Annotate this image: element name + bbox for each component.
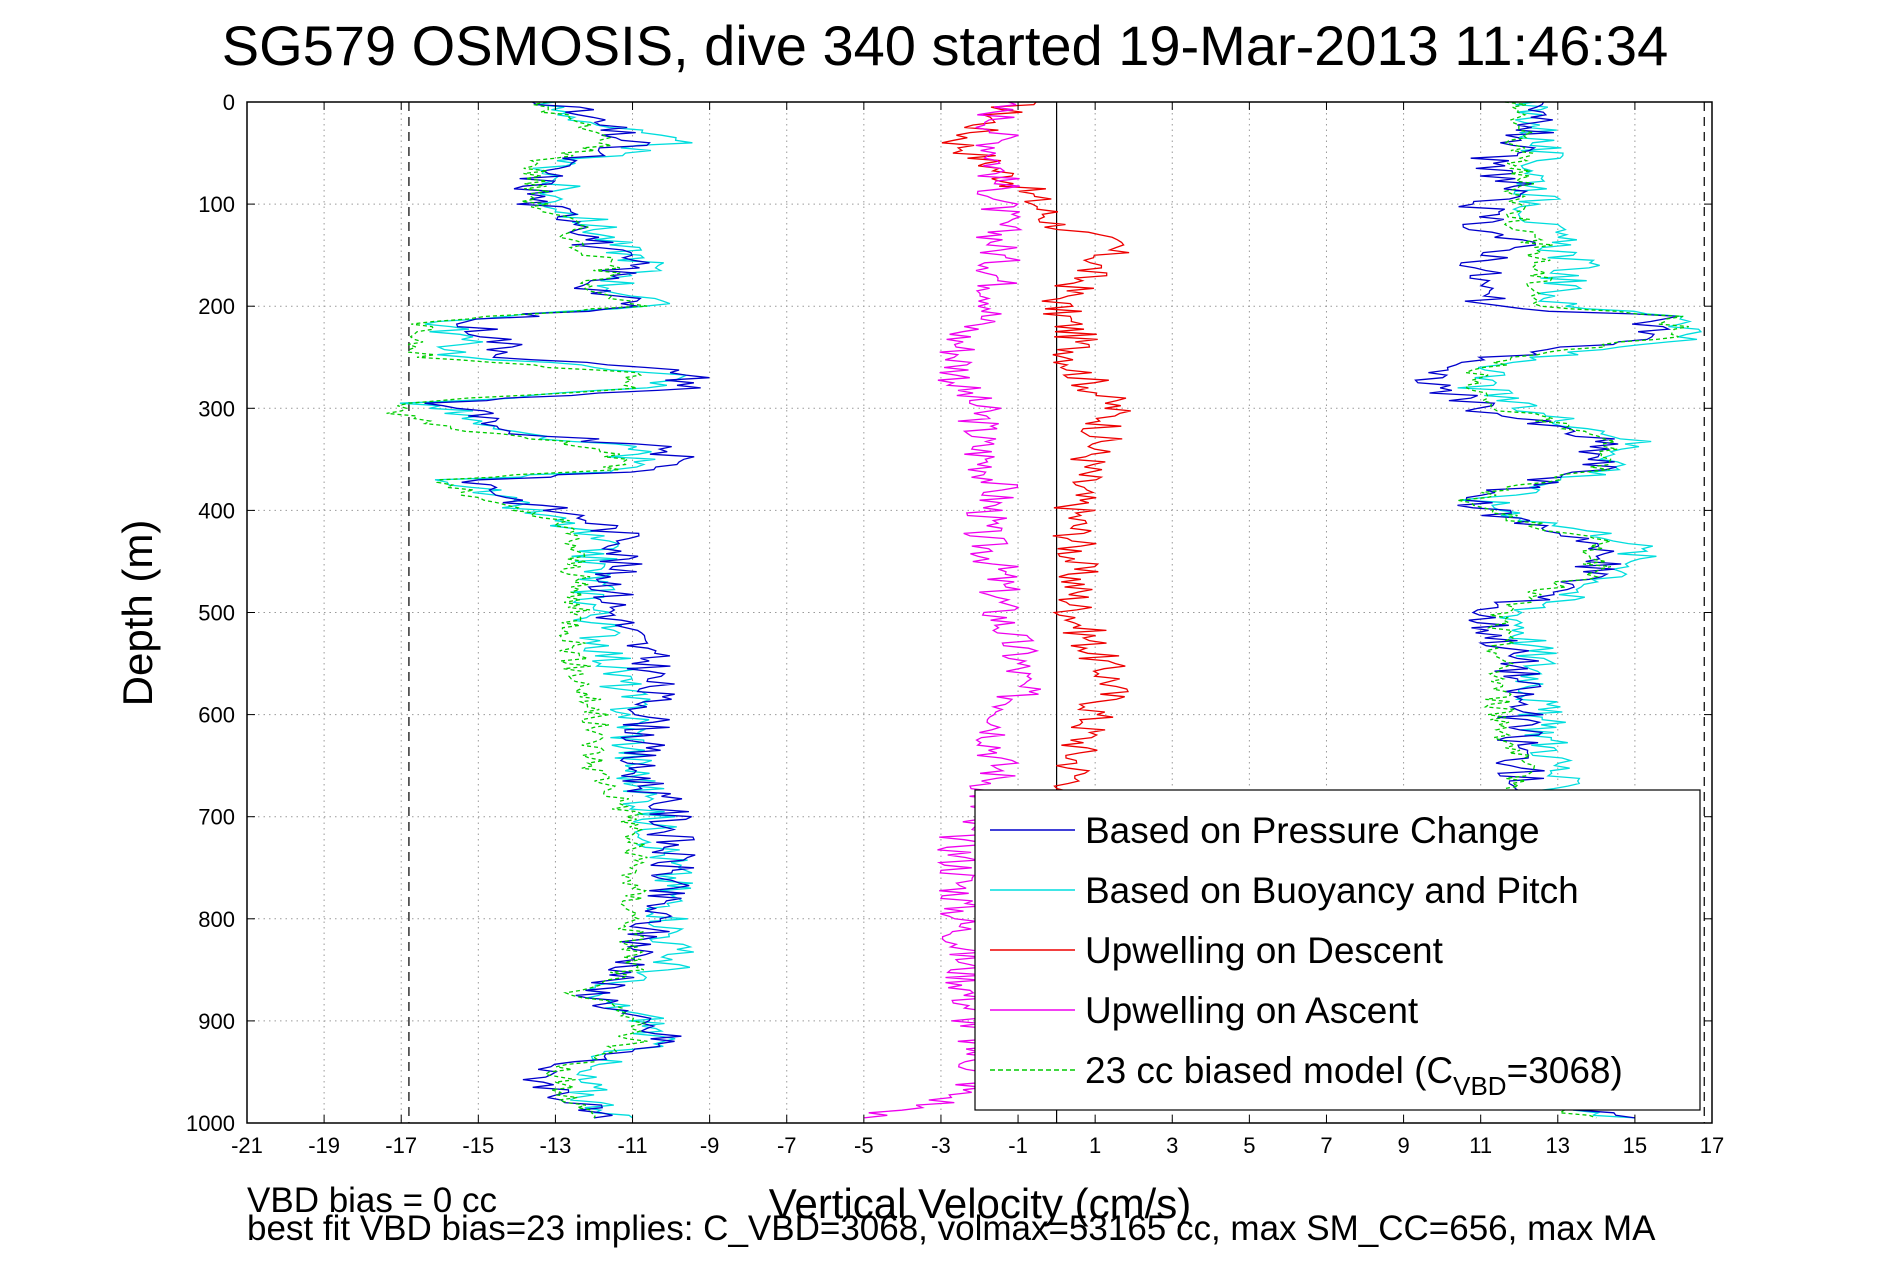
series-based-on-pressure-change-descent — [424, 101, 710, 1119]
legend-entry-text: Upwelling on Descent — [1085, 930, 1444, 971]
series-upwelling-on-ascent-trace — [863, 101, 1042, 1119]
y-tick-label: 700 — [198, 805, 235, 830]
x-tick-label: -7 — [777, 1133, 797, 1158]
vbd-bias-note: VBD bias = 0 cc — [247, 1181, 497, 1220]
x-tick-label: -15 — [462, 1133, 494, 1158]
legend-entry-label: Upwelling on Descent — [1085, 930, 1444, 971]
x-tick-label: -17 — [385, 1133, 417, 1158]
y-tick-label: 600 — [198, 703, 235, 728]
y-tick-label: 400 — [198, 498, 235, 523]
x-tick-label: 15 — [1623, 1133, 1647, 1158]
x-tick-label: 11 — [1469, 1133, 1492, 1158]
y-tick-label: 900 — [198, 1009, 235, 1034]
x-tick-label: 3 — [1166, 1133, 1178, 1158]
x-tick-label: -21 — [231, 1133, 263, 1158]
legend-entry-suffix: =3068) — [1507, 1050, 1623, 1091]
series-upwelling-on-descent-trace — [941, 101, 1131, 797]
legend-entry-text: 23 cc biased model (C — [1085, 1050, 1453, 1091]
legend-entry-label: Based on Pressure Change — [1085, 810, 1540, 851]
y-tick-label: 300 — [198, 396, 235, 421]
x-tick-label: 17 — [1700, 1133, 1724, 1158]
y-tick-label: 500 — [198, 601, 235, 626]
y-tick-label: 0 — [223, 90, 235, 115]
x-tick-label: 1 — [1089, 1133, 1101, 1158]
legend-entry-text: Based on Pressure Change — [1085, 810, 1540, 851]
chart-title: SG579 OSMOSIS, dive 340 started 19-Mar-2… — [222, 14, 1668, 77]
legend-entry-text: Upwelling on Ascent — [1085, 990, 1419, 1031]
x-tick-label: -5 — [854, 1133, 874, 1158]
y-tick-label: 1000 — [186, 1111, 235, 1136]
series-23-cc-biased-model-c-vbd-3068-ascent — [1457, 101, 1689, 1119]
x-axis-label: Vertical Velocity (cm/s) — [769, 1180, 1191, 1227]
y-tick-label: 200 — [198, 294, 235, 319]
x-tick-label: 5 — [1243, 1133, 1255, 1158]
x-tick-label: 7 — [1320, 1133, 1332, 1158]
x-tick-label: -9 — [700, 1133, 720, 1158]
legend-entry-text: Based on Buoyancy and Pitch — [1085, 870, 1579, 911]
series-based-on-buoyancy-and-pitch-descent — [399, 101, 694, 1119]
legend-entry-label: 23 cc biased model (CVBD=3068) — [1085, 1050, 1623, 1101]
x-tick-label: -11 — [617, 1133, 647, 1158]
best-fit-note: best fit VBD bias=23 implies: C_VBD=3068… — [247, 1209, 1656, 1248]
axis-ticks: -21 -19 -17 -15 -13 -11 -9 -7 -5 -3 -1 1 3 5 7 9 11 13 15 1… — [186, 90, 1724, 1158]
legend-entry-subscript: VBD — [1453, 1071, 1506, 1101]
x-tick-label: 9 — [1397, 1133, 1409, 1158]
y-tick-label: 800 — [198, 907, 235, 932]
y-tick-label: 100 — [198, 192, 235, 217]
legend-entry-label: Upwelling on Ascent — [1085, 990, 1419, 1031]
x-tick-label: -13 — [540, 1133, 572, 1158]
legend-entry-label: Based on Buoyancy and Pitch — [1085, 870, 1579, 911]
x-tick-label: -3 — [931, 1133, 951, 1158]
legend-box — [974, 789, 1701, 1111]
legend: Based on Pressure Change Based on Buoyanc… — [974, 789, 1701, 1111]
x-tick-label: -19 — [308, 1133, 340, 1158]
y-axis-label: Depth (m) — [114, 520, 161, 707]
x-tick-label: -1 — [1008, 1133, 1028, 1158]
series-23-cc-biased-model-c-vbd-3068-descent — [386, 101, 648, 1119]
x-tick-label: 13 — [1546, 1133, 1570, 1158]
